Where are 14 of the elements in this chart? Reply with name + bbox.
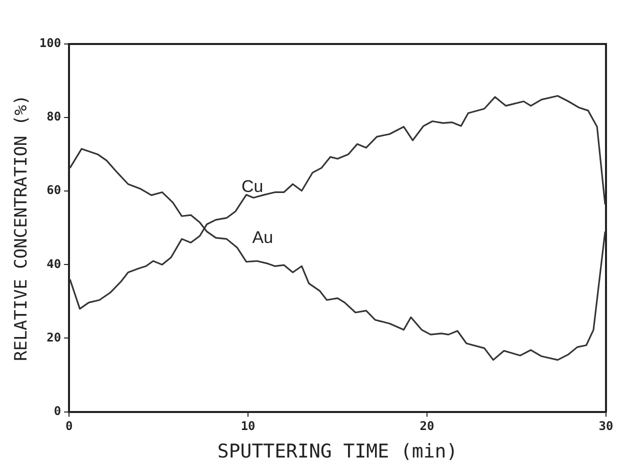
series-label: Au xyxy=(252,228,274,248)
y-tick-label: 60 xyxy=(46,183,62,198)
series-label: Cu xyxy=(242,177,264,198)
y-tick-label: 100 xyxy=(39,36,62,50)
y-tick-label: 40 xyxy=(46,256,62,271)
y-tick-label: 80 xyxy=(46,110,62,124)
y-tick-label: 20 xyxy=(46,330,62,344)
x-tick-label: 10 xyxy=(240,419,256,434)
x-tick-label: 20 xyxy=(420,419,434,434)
y-tick-label: 0 xyxy=(54,404,62,418)
x-axis-title: SPUTTERING TIME (min) xyxy=(217,440,458,463)
x-tick-label: 30 xyxy=(598,419,614,434)
x-tick-label: 0 xyxy=(65,419,73,434)
y-axis-title: RELATIVE CONCENTRATION (%) xyxy=(12,94,32,361)
